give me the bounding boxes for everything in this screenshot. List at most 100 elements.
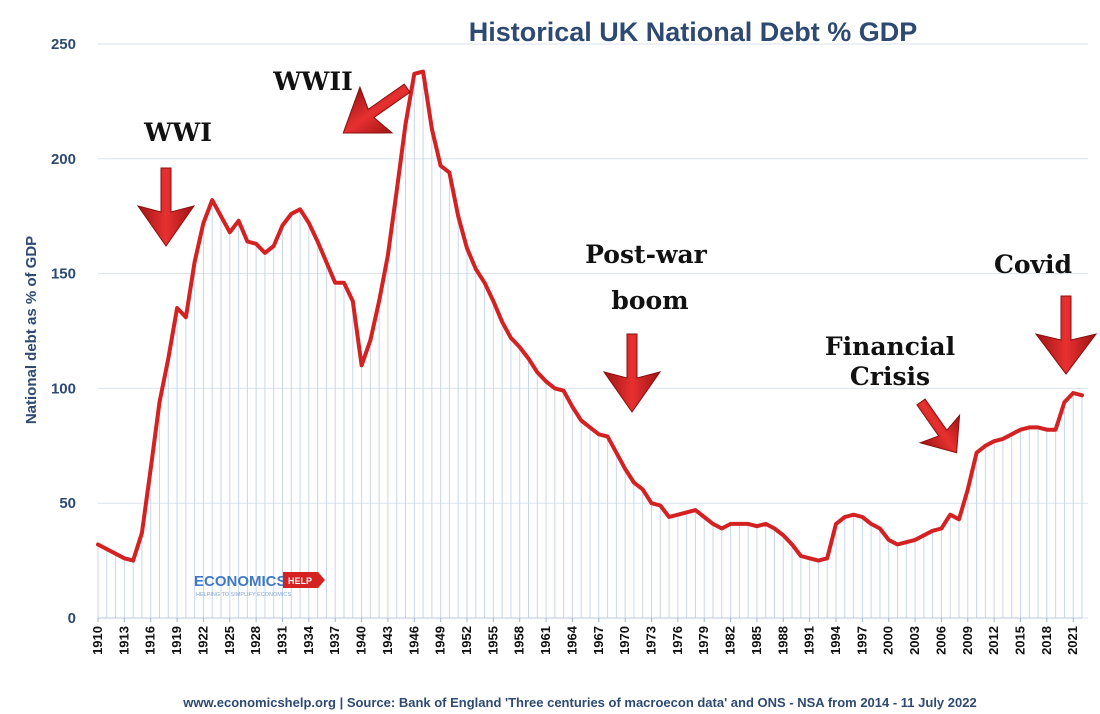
data-point: [113, 552, 118, 556]
data-point: [526, 356, 531, 361]
data-point: [720, 526, 724, 531]
data-point: [228, 230, 232, 234]
x-tick-label: 2015: [1013, 626, 1028, 655]
x-tick-label: 2012: [986, 626, 1001, 655]
data-point: [755, 524, 759, 528]
logo-name: ECONOMICS: [194, 573, 287, 590]
data-point: [685, 510, 689, 514]
data-point: [500, 320, 504, 324]
data-point: [544, 379, 548, 384]
data-point: [579, 418, 583, 423]
data-point: [764, 522, 768, 526]
x-tick-label: 2009: [960, 626, 975, 655]
data-point: [289, 212, 293, 216]
logo-badge-icon: [283, 572, 325, 588]
x-tick-label: 1964: [564, 625, 579, 655]
x-tick-label: 1955: [485, 626, 500, 655]
arrow-icon-wwii: [342, 83, 411, 134]
x-tick-label: 1988: [775, 626, 790, 655]
x-tick-label: 1919: [169, 626, 184, 655]
annotation-boom: boom: [611, 286, 688, 315]
data-point: [1001, 437, 1005, 441]
data-point: [825, 556, 829, 560]
data-point: [122, 556, 126, 560]
data-point: [913, 538, 917, 542]
x-tick-label: 1943: [380, 626, 395, 655]
data-point: [439, 164, 443, 168]
series-layer: [96, 69, 1084, 563]
x-tick-label: 1994: [828, 625, 843, 655]
x-tick-label: 2003: [907, 626, 922, 655]
annotation-covid: Covid: [994, 250, 1072, 279]
data-point: [737, 522, 741, 526]
x-tick-label: 2000: [881, 626, 896, 655]
data-point: [553, 386, 557, 390]
data-point: [860, 515, 864, 519]
data-point: [412, 72, 416, 76]
y-tick-label: 150: [51, 266, 76, 283]
x-tick-label: 1946: [406, 626, 421, 655]
x-tick-label: 1985: [749, 626, 764, 655]
data-point: [386, 253, 390, 257]
data-point: [816, 559, 821, 563]
data-drop-lines: [97, 71, 1083, 618]
data-point: [1071, 391, 1075, 395]
data-point: [272, 244, 276, 248]
data-point: [772, 526, 777, 531]
data-point: [157, 400, 162, 404]
data-point: [359, 363, 364, 368]
data-point: [702, 515, 706, 519]
x-tick-label: 1970: [617, 626, 632, 655]
x-tick-label: 1952: [459, 626, 474, 655]
arrow-icon-wwi: [136, 167, 196, 247]
x-tick-label: 1937: [327, 626, 342, 655]
data-point: [131, 559, 135, 563]
x-tick-label: 1973: [644, 626, 659, 655]
data-point: [649, 501, 654, 505]
data-point: [562, 389, 566, 393]
data-point: [430, 127, 434, 131]
data-point: [1045, 428, 1049, 432]
data-point: [632, 480, 636, 485]
data-point: [368, 338, 372, 342]
data-point: [1027, 425, 1031, 430]
data-point: [983, 444, 987, 448]
x-tick-label: 1934: [301, 625, 316, 655]
y-tick-label: 0: [68, 610, 76, 627]
data-point: [1080, 393, 1084, 397]
data-point: [447, 170, 452, 175]
x-tick-label: 1931: [275, 626, 290, 655]
data-point: [395, 189, 399, 193]
data-point: [676, 513, 680, 517]
x-tick-label: 2006: [933, 626, 948, 655]
data-point: [992, 439, 996, 443]
data-point: [1010, 432, 1014, 436]
data-point: [658, 503, 662, 508]
x-tick-label: 1958: [512, 626, 527, 655]
annotation-post-war: Post-war: [585, 240, 708, 269]
data-point: [210, 198, 214, 202]
x-tick-label: 1997: [854, 626, 869, 655]
data-point: [948, 513, 952, 517]
annotation-crisis: Crisis: [850, 362, 930, 391]
data-point: [887, 538, 891, 542]
data-point: [518, 345, 522, 349]
data-point: [728, 522, 733, 526]
x-tick-label: 1916: [143, 626, 158, 655]
data-point: [140, 531, 144, 535]
data-point: [1018, 428, 1023, 432]
y-tick-label: 100: [51, 380, 76, 397]
x-tick-label: 1910: [90, 626, 105, 655]
arrow-icon-covid: [1034, 295, 1098, 375]
x-tick-label: 1979: [696, 626, 711, 655]
data-point: [746, 522, 750, 526]
x-tick-label: 1925: [222, 626, 237, 655]
data-point: [236, 219, 241, 223]
x-tick-label: 2018: [1039, 626, 1054, 655]
logo-badge: HELP: [288, 576, 312, 586]
data-point: [298, 207, 302, 211]
x-axis: 1910 1913 1916 1919 1922 1925 1928 1931 1934 1937…: [90, 617, 1082, 655]
data-point: [922, 533, 926, 537]
data-point: [509, 336, 513, 340]
